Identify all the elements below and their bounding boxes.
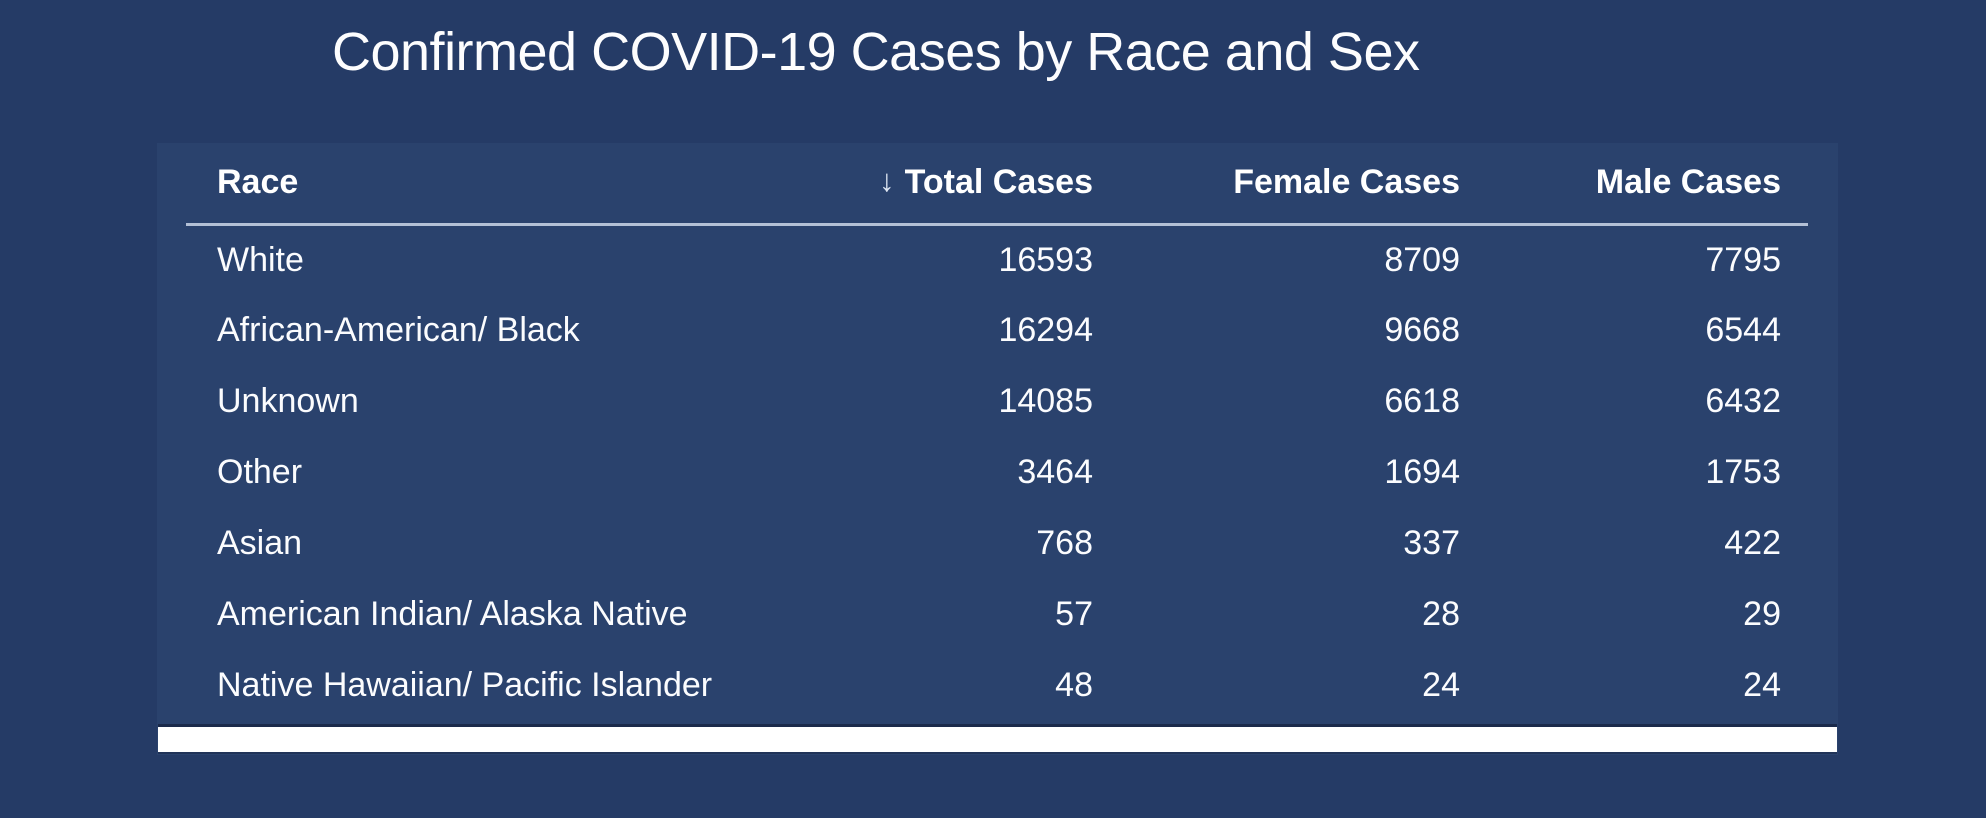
page-title: Confirmed COVID-19 Cases by Race and Sex	[332, 22, 1420, 82]
cell-female: 6618	[1384, 382, 1460, 420]
cell-female: 24	[1422, 666, 1460, 704]
cell-male: 29	[1743, 595, 1781, 633]
cell-male: 1753	[1705, 453, 1781, 491]
cell-total: 14085	[998, 382, 1093, 420]
horizontal-scrollbar[interactable]	[158, 727, 1837, 752]
column-header-female-cases[interactable]: Female Cases	[1093, 143, 1460, 226]
cell-female: 8709	[1384, 240, 1460, 279]
cell-total: 48	[1055, 666, 1093, 704]
cell-race: American Indian/ Alaska Native	[217, 595, 688, 633]
cell-race: Native Hawaiian/ Pacific Islander	[217, 666, 713, 704]
cell-male: 6544	[1705, 311, 1781, 349]
table-row: Asian 768 337 422	[186, 508, 1808, 579]
cell-race: Other	[217, 453, 303, 491]
cell-total: 768	[1036, 524, 1093, 562]
table-row: Other 3464 1694 1753	[186, 437, 1808, 508]
column-header-total-cases-label: Total Cases	[904, 163, 1093, 202]
cell-female: 9668	[1384, 311, 1460, 349]
column-header-total-cases[interactable]: ↓ Total Cases	[786, 143, 1093, 226]
cell-female: 1694	[1384, 453, 1460, 491]
cell-total: 16294	[998, 311, 1093, 349]
header-row: Race ↓ Total Cases Female Cases Male Case…	[186, 143, 1808, 226]
table-row: White 16593 8709 7795	[186, 224, 1808, 295]
table-row: Unknown 14085 6618 6432	[186, 366, 1808, 437]
cell-male: 6432	[1705, 382, 1781, 420]
cases-by-race-table: Race ↓ Total Cases Female Cases Male Case…	[186, 143, 1808, 721]
cell-female: 28	[1422, 595, 1460, 633]
cell-total: 16593	[998, 240, 1093, 279]
table-panel: Race ↓ Total Cases Female Cases Male Case…	[157, 143, 1838, 755]
column-header-race[interactable]: Race	[186, 143, 786, 226]
cell-male: 422	[1724, 524, 1781, 562]
table-body: White 16593 8709 7795 African-American/ Blac…	[186, 224, 1808, 721]
cell-male: 24	[1743, 666, 1781, 704]
cell-male: 7795	[1705, 240, 1781, 279]
cell-total: 3464	[1017, 453, 1093, 491]
cell-total: 57	[1055, 595, 1093, 633]
column-header-male-cases[interactable]: Male Cases	[1460, 143, 1808, 226]
cell-female: 337	[1403, 524, 1460, 562]
table-container: Race ↓ Total Cases Female Cases Male Case…	[157, 143, 1838, 721]
cell-race: African-American/ Black	[217, 311, 580, 349]
table-row: African-American/ Black 16294 9668 6544	[186, 295, 1808, 366]
table-row: American Indian/ Alaska Native 57 28 29	[186, 579, 1808, 650]
cell-race: Unknown	[217, 382, 359, 420]
sort-descending-icon: ↓	[879, 163, 895, 199]
cell-race: Asian	[217, 524, 303, 562]
cell-race: White	[217, 240, 304, 279]
table-header: Race ↓ Total Cases Female Cases Male Case…	[186, 143, 1808, 226]
table-row: Native Hawaiian/ Pacific Islander 48 24 24	[186, 650, 1808, 721]
